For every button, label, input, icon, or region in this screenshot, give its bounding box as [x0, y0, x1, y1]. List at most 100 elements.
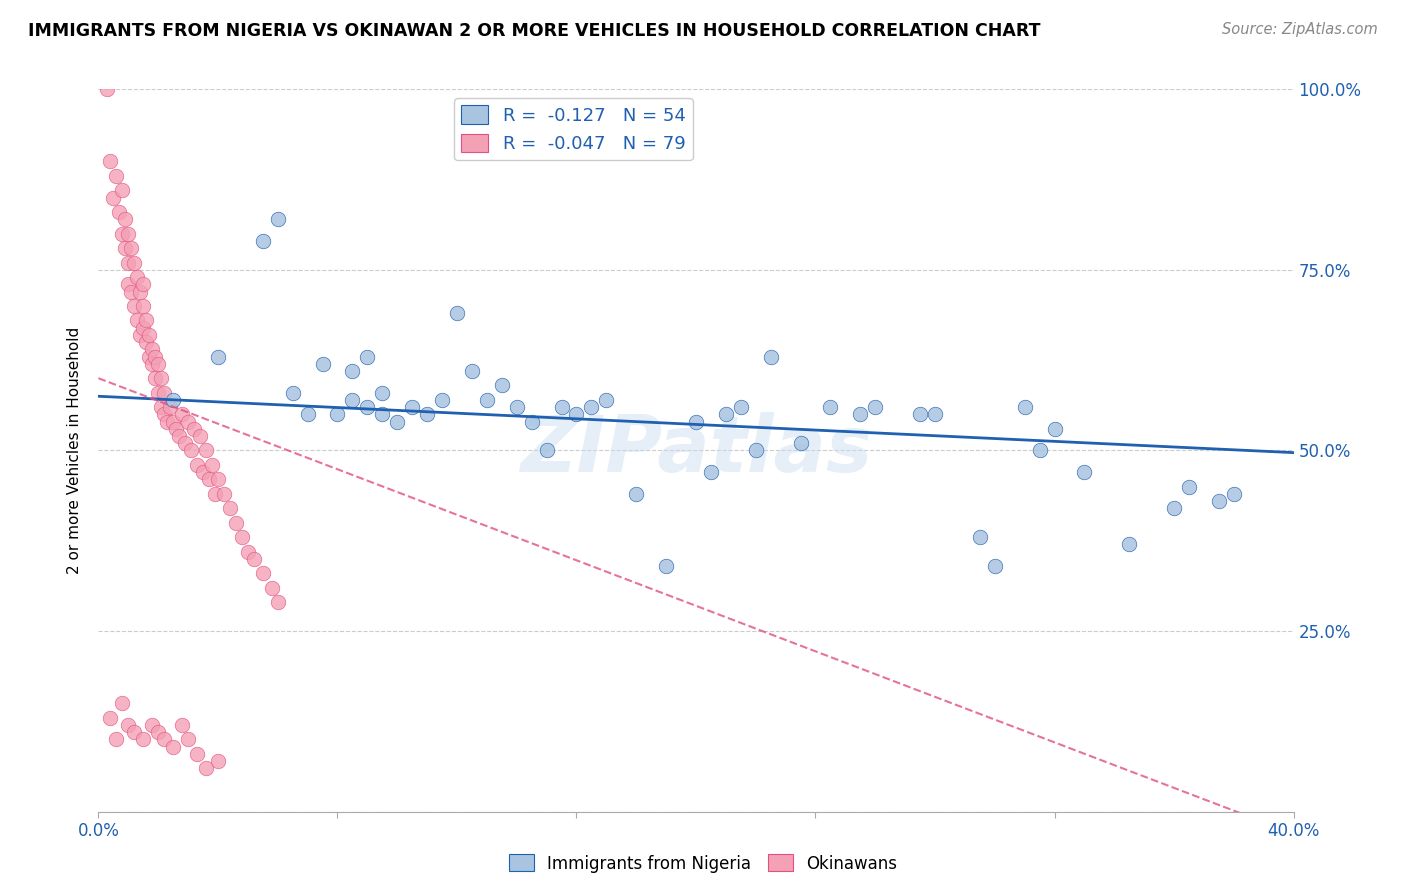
- Point: [506, 400, 529, 414]
- Point: [188, 429, 211, 443]
- Point: [167, 429, 190, 443]
- Point: [111, 696, 134, 710]
- Point: [219, 501, 242, 516]
- Point: [141, 718, 163, 732]
- Point: [148, 357, 170, 371]
- Point: [120, 241, 142, 255]
- Point: [195, 761, 218, 775]
- Point: [865, 400, 887, 414]
- Point: [371, 385, 394, 400]
- Point: [475, 392, 498, 407]
- Point: [416, 407, 439, 421]
- Point: [124, 299, 146, 313]
- Point: [127, 313, 149, 327]
- Point: [342, 392, 364, 407]
- Point: [111, 183, 134, 197]
- Point: [177, 732, 200, 747]
- Point: [759, 350, 782, 364]
- Point: [135, 334, 157, 349]
- Point: [143, 371, 166, 385]
- Point: [132, 732, 155, 747]
- Point: [150, 371, 173, 385]
- Point: [105, 732, 128, 747]
- Point: [111, 227, 134, 241]
- Point: [180, 443, 202, 458]
- Point: [685, 415, 707, 429]
- Point: [1118, 537, 1140, 551]
- Point: [138, 327, 160, 342]
- Point: [183, 422, 205, 436]
- Point: [243, 551, 266, 566]
- Point: [356, 400, 378, 414]
- Point: [195, 443, 218, 458]
- Point: [595, 392, 617, 407]
- Point: [520, 415, 543, 429]
- Point: [148, 725, 170, 739]
- Point: [565, 407, 588, 421]
- Point: [550, 400, 572, 414]
- Point: [267, 212, 290, 227]
- Point: [132, 299, 155, 313]
- Point: [141, 357, 163, 371]
- Point: [117, 227, 139, 241]
- Point: [117, 718, 139, 732]
- Point: [714, 407, 737, 421]
- Point: [430, 392, 453, 407]
- Point: [626, 487, 648, 501]
- Point: [401, 400, 423, 414]
- Point: [124, 255, 146, 269]
- Point: [207, 754, 229, 768]
- Point: [204, 487, 226, 501]
- Point: [326, 407, 349, 421]
- Point: [969, 530, 991, 544]
- Point: [207, 350, 229, 364]
- Point: [103, 191, 125, 205]
- Point: [849, 407, 872, 421]
- Point: [260, 581, 283, 595]
- Point: [127, 270, 149, 285]
- Point: [165, 422, 187, 436]
- Point: [153, 385, 176, 400]
- Point: [141, 343, 163, 357]
- Point: [177, 415, 200, 429]
- Point: [536, 443, 558, 458]
- Point: [267, 595, 290, 609]
- Point: [148, 385, 170, 400]
- Point: [1043, 422, 1066, 436]
- Legend: Immigrants from Nigeria, Okinawans: Immigrants from Nigeria, Okinawans: [502, 847, 904, 880]
- Point: [172, 407, 194, 421]
- Point: [655, 559, 678, 574]
- Point: [207, 472, 229, 486]
- Point: [446, 306, 468, 320]
- Legend: R =  -0.127   N = 54, R =  -0.047   N = 79: R = -0.127 N = 54, R = -0.047 N = 79: [454, 98, 693, 161]
- Point: [129, 285, 152, 299]
- Point: [984, 559, 1007, 574]
- Point: [114, 241, 136, 255]
- Point: [1163, 501, 1185, 516]
- Text: IMMIGRANTS FROM NIGERIA VS OKINAWAN 2 OR MORE VEHICLES IN HOUSEHOLD CORRELATION : IMMIGRANTS FROM NIGERIA VS OKINAWAN 2 OR…: [28, 22, 1040, 40]
- Point: [114, 212, 136, 227]
- Point: [108, 205, 131, 219]
- Point: [356, 350, 378, 364]
- Point: [385, 415, 409, 429]
- Point: [581, 400, 603, 414]
- Point: [252, 234, 274, 248]
- Point: [153, 732, 176, 747]
- Point: [159, 400, 181, 414]
- Point: [1208, 494, 1230, 508]
- Point: [162, 392, 184, 407]
- Point: [491, 378, 513, 392]
- Point: [1073, 465, 1095, 479]
- Point: [1223, 487, 1246, 501]
- Point: [820, 400, 842, 414]
- Point: [117, 255, 139, 269]
- Point: [143, 350, 166, 364]
- Point: [371, 407, 394, 421]
- Point: [789, 436, 811, 450]
- Point: [730, 400, 752, 414]
- Point: [174, 436, 197, 450]
- Point: [186, 747, 208, 761]
- Text: Source: ZipAtlas.com: Source: ZipAtlas.com: [1222, 22, 1378, 37]
- Point: [186, 458, 208, 472]
- Point: [212, 487, 235, 501]
